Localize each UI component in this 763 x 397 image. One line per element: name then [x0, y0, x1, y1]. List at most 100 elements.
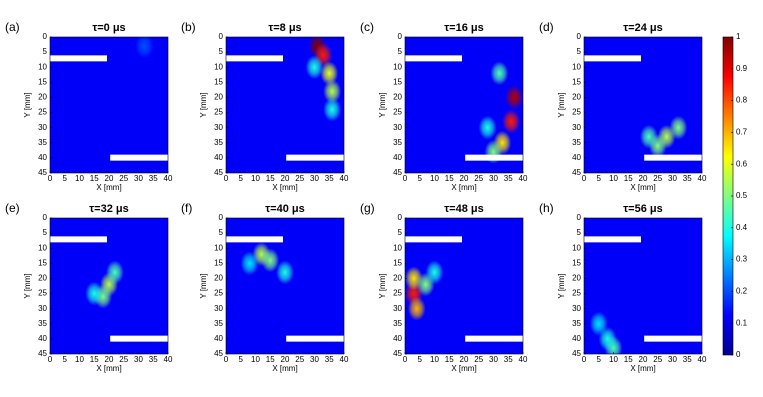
y-axis-label: Y [mm]	[378, 92, 387, 117]
panel-title: τ=56 μs	[623, 203, 662, 215]
peak	[276, 260, 294, 285]
y-axis-label: Y [mm]	[199, 273, 208, 298]
x-tick-label: 20	[105, 174, 114, 183]
heatmap-field	[589, 311, 623, 354]
peak	[85, 281, 104, 306]
x-tick-label: 0	[403, 174, 408, 183]
x-tick-label: 30	[134, 174, 143, 183]
y-tick-label: 40	[572, 153, 581, 162]
slab	[286, 335, 346, 342]
y-axis-label: Y [mm]	[378, 273, 387, 298]
y-tick-label: 25	[393, 108, 402, 117]
panel-label: (c)	[360, 20, 374, 34]
y-tick-label: 20	[38, 93, 47, 102]
peak	[478, 115, 497, 140]
y-tick-label: 30	[38, 304, 47, 313]
x-tick-label: 35	[683, 174, 692, 183]
y-tick-label: 10	[214, 243, 223, 252]
y-tick-label: 45	[214, 168, 223, 177]
y-tick-label: 25	[572, 289, 581, 298]
y-tick-label: 35	[393, 138, 402, 147]
y-tick-label: 20	[214, 274, 223, 283]
y-tick-label: 45	[393, 168, 402, 177]
heatmap-field	[305, 37, 342, 122]
y-tick-label: 15	[38, 258, 47, 267]
x-tick-label: 40	[340, 355, 349, 364]
y-axis-label: Y [mm]	[23, 273, 32, 298]
y-tick-label: 5	[398, 47, 403, 56]
y-tick-label: 45	[38, 168, 47, 177]
x-tick-label: 20	[105, 355, 114, 364]
x-tick-label: 20	[460, 174, 469, 183]
x-tick-label: 5	[597, 355, 602, 364]
x-tick-label: 15	[624, 355, 633, 364]
y-tick-label: 20	[393, 274, 402, 283]
y-tick-label: 5	[577, 228, 582, 237]
peak	[240, 251, 259, 276]
panel-label: (b)	[181, 20, 196, 34]
panel-title: τ=32 μs	[89, 203, 128, 215]
y-tick-label: 40	[38, 334, 47, 343]
x-tick-label: 25	[295, 355, 304, 364]
y-tick-label: 30	[38, 123, 47, 132]
y-tick-label: 30	[572, 304, 581, 313]
y-tick-label: 40	[38, 153, 47, 162]
x-tick-label: 25	[474, 174, 483, 183]
y-tick-label: 0	[398, 213, 403, 222]
colorbar-tick-label: 0.2	[736, 287, 748, 296]
y-tick-label: 35	[38, 138, 47, 147]
x-tick-label: 0	[48, 355, 53, 364]
y-tick-label: 35	[572, 138, 581, 147]
x-tick-label: 10	[609, 174, 618, 183]
x-tick-label: 40	[340, 174, 349, 183]
x-axis-label: X [mm]	[272, 364, 297, 373]
heatmap-field	[135, 37, 154, 59]
y-tick-label: 15	[214, 77, 223, 86]
x-tick-label: 20	[281, 355, 290, 364]
y-tick-label: 40	[393, 153, 402, 162]
panel-title: τ=8 μs	[268, 22, 301, 34]
x-tick-label: 20	[281, 174, 290, 183]
x-tick-label: 30	[134, 355, 143, 364]
y-tick-label: 25	[214, 289, 223, 298]
x-tick-label: 10	[251, 355, 260, 364]
y-tick-label: 45	[214, 349, 223, 358]
heatmap-field	[405, 260, 444, 321]
y-tick-label: 25	[214, 108, 223, 117]
x-tick-label: 35	[504, 355, 513, 364]
peak	[305, 55, 324, 80]
y-tick-label: 15	[572, 77, 581, 86]
y-tick-label: 5	[219, 47, 224, 56]
colorbar-tick-label: 0.4	[736, 223, 748, 232]
x-tick-label: 40	[698, 174, 707, 183]
x-tick-label: 35	[683, 355, 692, 364]
y-tick-label: 20	[572, 93, 581, 102]
x-tick-label: 25	[474, 355, 483, 364]
colorbar-tick-label: 0.1	[736, 318, 748, 327]
peak	[320, 61, 339, 86]
x-tick-label: 40	[164, 174, 173, 183]
y-tick-label: 10	[38, 243, 47, 252]
y-tick-label: 10	[572, 243, 581, 252]
x-tick-label: 35	[325, 355, 334, 364]
colorbar-tick-label: 0.8	[736, 96, 748, 105]
x-tick-label: 25	[119, 355, 128, 364]
y-tick-label: 25	[38, 108, 47, 117]
y-tick-label: 40	[214, 334, 223, 343]
x-tick-label: 25	[119, 174, 128, 183]
x-tick-label: 10	[251, 174, 260, 183]
slab	[48, 236, 107, 243]
y-tick-label: 35	[214, 138, 223, 147]
x-tick-label: 15	[445, 174, 454, 183]
x-axis-label: X [mm]	[451, 364, 476, 373]
heatmap-field	[85, 260, 124, 309]
slab	[110, 154, 170, 161]
x-tick-label: 5	[63, 174, 68, 183]
slab	[465, 335, 525, 342]
peak	[105, 260, 124, 285]
y-tick-label: 40	[214, 153, 223, 162]
y-tick-label: 20	[214, 93, 223, 102]
y-tick-label: 40	[393, 334, 402, 343]
x-tick-label: 15	[445, 355, 454, 364]
